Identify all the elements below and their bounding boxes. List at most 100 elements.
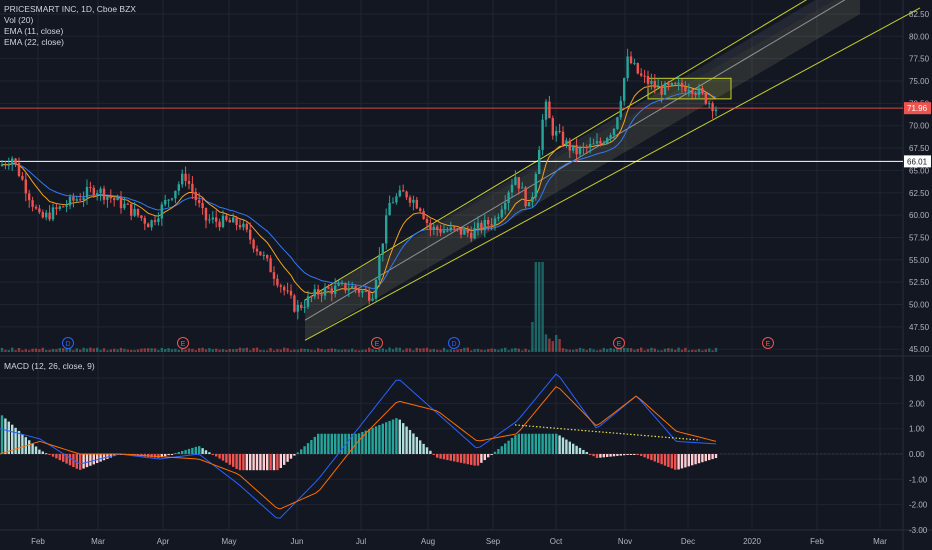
volume-indicator-label[interactable]: Vol (20)	[4, 15, 34, 25]
macd-histogram-bar	[616, 454, 619, 456]
candle	[72, 193, 75, 208]
macd-histogram-bar	[612, 454, 616, 457]
volume-bar	[521, 350, 524, 352]
macd-histogram-bar	[249, 454, 252, 471]
candle-body	[225, 215, 228, 221]
candle	[629, 51, 633, 65]
event-marker-label: E	[181, 341, 186, 348]
candle	[235, 215, 238, 231]
candle	[456, 227, 459, 232]
macd-histogram-bar	[412, 433, 415, 454]
volume-bar	[310, 349, 313, 352]
candle	[187, 173, 191, 190]
price-tick-label: 60.00	[909, 211, 930, 220]
macd-histogram-bar	[31, 443, 34, 454]
candle-body	[31, 200, 34, 207]
candle	[602, 140, 605, 146]
candle-body	[616, 117, 619, 129]
candle	[670, 82, 673, 87]
volume-bar	[28, 350, 31, 352]
volume-bar	[177, 349, 180, 352]
volume-bar	[143, 348, 146, 352]
candle-body	[504, 202, 507, 210]
macd-histogram-bar	[306, 443, 310, 454]
candle	[293, 293, 296, 313]
candle	[92, 185, 95, 198]
candle	[500, 205, 503, 220]
macd-histogram-bar	[184, 449, 187, 454]
candle	[592, 138, 595, 145]
macd-histogram-bar	[303, 446, 306, 454]
macd-histogram-bar	[391, 419, 395, 454]
candle-body	[670, 82, 673, 86]
volume-bar	[286, 348, 289, 352]
volume-bar	[228, 349, 231, 352]
candle	[412, 195, 415, 211]
candle	[538, 145, 541, 175]
candle	[75, 195, 78, 203]
candle	[544, 99, 548, 127]
candle	[524, 185, 527, 209]
volume-bar	[99, 349, 102, 352]
candle	[674, 81, 677, 85]
volume-bar	[575, 349, 578, 352]
volume-bar	[612, 348, 616, 352]
candle	[65, 200, 68, 213]
candle	[164, 194, 167, 207]
macd-histogram-bar	[106, 454, 109, 459]
macd-histogram-bar	[619, 454, 622, 456]
candle	[119, 191, 123, 214]
candle-body	[157, 218, 160, 222]
macd-histogram-bar	[177, 452, 180, 454]
candle	[340, 280, 344, 286]
candle	[31, 196, 34, 212]
ascending-channel	[304, 0, 921, 341]
ema-fast-label[interactable]: EMA (11, close)	[4, 26, 64, 36]
candle	[391, 197, 395, 204]
macd-histogram-bar	[68, 454, 72, 466]
macd-histogram-bar	[670, 454, 673, 469]
volume-bar	[119, 347, 123, 352]
volume-bar	[646, 349, 650, 352]
candle-body	[657, 86, 660, 88]
candle	[218, 218, 221, 231]
candle	[561, 126, 565, 148]
channel-mid-line	[304, 0, 846, 321]
event-marker-circle	[613, 337, 625, 349]
macd-indicator-label[interactable]: MACD (12, 26, close, 9)	[4, 361, 95, 371]
candle-body	[538, 149, 541, 174]
volume-bar	[527, 350, 531, 352]
macd-tick-label: 0.00	[909, 450, 925, 459]
candle	[476, 216, 480, 236]
macd-histogram-bar	[708, 454, 711, 461]
volume-bar	[385, 349, 388, 352]
candle-body	[514, 177, 517, 185]
candle-body	[41, 212, 44, 218]
candle-body	[58, 206, 61, 209]
volume-bar	[126, 349, 129, 352]
macd-histogram-bar	[463, 454, 466, 464]
volume-bar	[24, 349, 27, 352]
candle	[667, 80, 670, 91]
symbol-title[interactable]: PRICESMART INC, 1D, Cboe BZX	[4, 4, 136, 14]
volume-bar	[198, 348, 201, 352]
macd-histogram-bar	[85, 454, 89, 468]
candle-body	[279, 285, 282, 287]
price-tick-label: 65.00	[909, 166, 930, 175]
macd-histogram-bar	[235, 454, 238, 469]
candle-body	[640, 73, 643, 76]
ema-slow-label[interactable]: EMA (22, close)	[4, 37, 64, 47]
candle-body	[633, 63, 636, 65]
macd-histogram-bar	[266, 454, 269, 471]
macd-histogram-bar	[476, 454, 480, 466]
volume-bar	[660, 350, 663, 352]
macd-histogram-bar	[65, 454, 68, 464]
macd-histogram-bar	[262, 454, 265, 471]
volume-bar	[694, 350, 697, 352]
channel-lower-line	[304, 7, 921, 341]
volume-bar	[680, 349, 684, 352]
volume-bar	[408, 348, 412, 352]
candle	[194, 187, 197, 206]
volume-bar	[34, 348, 38, 352]
